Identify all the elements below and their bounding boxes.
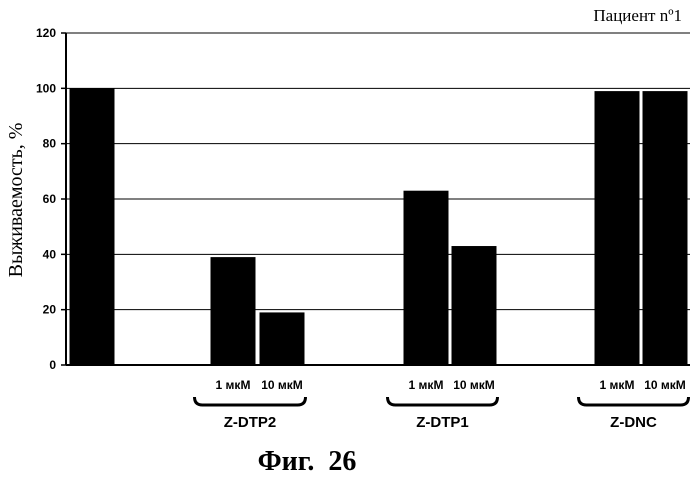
bar (70, 88, 115, 365)
x-axis-labels: 1 мкМ 10 мкМ 1 мкМ 10 мкМ 1 мкМ 10 мкМ (216, 378, 686, 392)
group-label: Z-DTP1 (416, 414, 469, 431)
bar (260, 312, 305, 365)
group-label: Z-DNC (610, 414, 657, 431)
bar-concentration-label: 1 мкМ (600, 378, 635, 392)
bar-concentration-label: 1 мкМ (409, 378, 444, 392)
bar (595, 91, 640, 365)
bar (452, 246, 497, 365)
group-brackets: Z-DTP2 Z-DTP1 Z-DNC (195, 397, 689, 431)
y-tick-label: 80 (43, 137, 57, 151)
figure-caption: Фиг. 26 (258, 446, 357, 477)
bar-concentration-label: 1 мкМ (216, 378, 251, 392)
y-axis-label: Выживаемость, % (5, 123, 27, 278)
bar-concentration-label: 10 мкМ (453, 378, 495, 392)
y-tick-label: 0 (49, 358, 56, 372)
bar-series (70, 88, 688, 365)
group-bracket (388, 397, 498, 405)
y-tick-label: 40 (43, 247, 57, 261)
y-tick-label: 120 (36, 26, 56, 40)
bar (643, 91, 688, 365)
bar (404, 191, 449, 365)
y-tick-label: 60 (43, 192, 57, 206)
bar (211, 257, 256, 365)
group-bracket (579, 397, 689, 405)
chart-title: Пациент nº1 (593, 6, 682, 25)
bar-concentration-label: 10 мкМ (644, 378, 686, 392)
group-label: Z-DTP2 (224, 414, 277, 431)
y-tick-label: 100 (36, 81, 56, 95)
bar-concentration-label: 10 мкМ (261, 378, 303, 392)
y-tick-label: 20 (43, 303, 57, 317)
y-axis-ticks: 0 20 40 60 80 100 120 (36, 26, 66, 372)
group-bracket (195, 397, 306, 405)
